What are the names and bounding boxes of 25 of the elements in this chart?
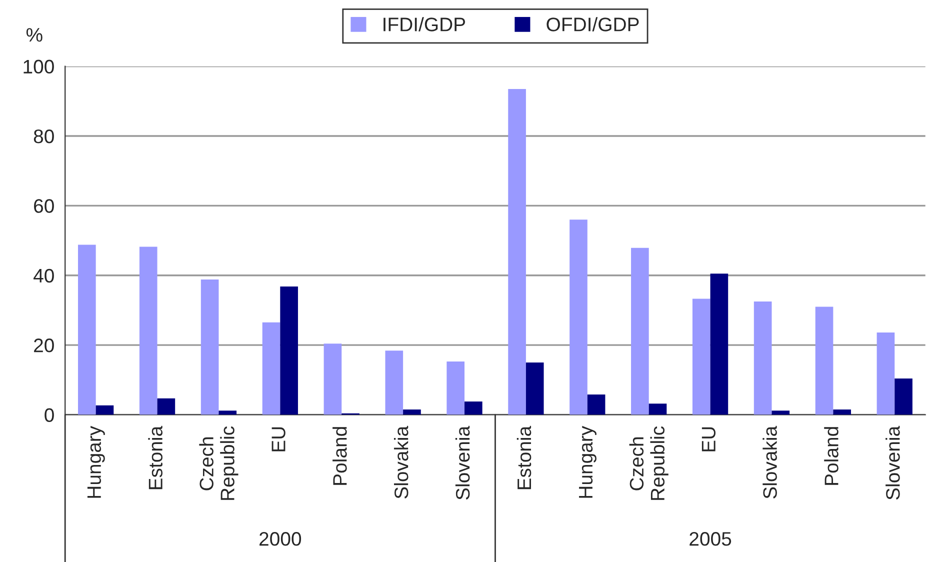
x-tick-label: Estonia: [516, 426, 532, 490]
y-tick-label: 0: [44, 408, 54, 422]
y-axis-title: %: [26, 28, 42, 42]
x-tick-label: Poland: [332, 427, 347, 485]
x-tick-label: Slovakia: [762, 426, 777, 498]
x-tick-label: Czech Republic: [629, 426, 668, 500]
x-tick-label: Slovenia: [455, 426, 470, 500]
y-tick-label: 20: [34, 338, 54, 352]
x-tick-label: EU: [702, 427, 716, 452]
x-tick-label: Slovenia: [886, 426, 900, 500]
legend-label: IFDI/GDP: [384, 17, 466, 32]
y-tick-label: 100: [24, 60, 54, 74]
legend-label: OFDI/GDP: [546, 17, 639, 32]
x-tick-label: Hungary: [579, 426, 596, 498]
text: 2005: [690, 532, 732, 546]
x-tick-label: Poland: [824, 427, 838, 485]
x-tick-label: Czech Republic: [199, 426, 238, 500]
x-tick-label: Estonia: [148, 426, 162, 490]
y-tick-label: 40: [34, 268, 54, 283]
y-tick-label: 80: [34, 129, 54, 144]
x-tick-label: Hungary: [87, 426, 105, 498]
x-tick-label: EU: [272, 427, 286, 452]
y-tick-label: 60: [34, 199, 54, 213]
x-tick-label: Slovakia: [394, 426, 408, 498]
text: 2000: [260, 532, 302, 546]
